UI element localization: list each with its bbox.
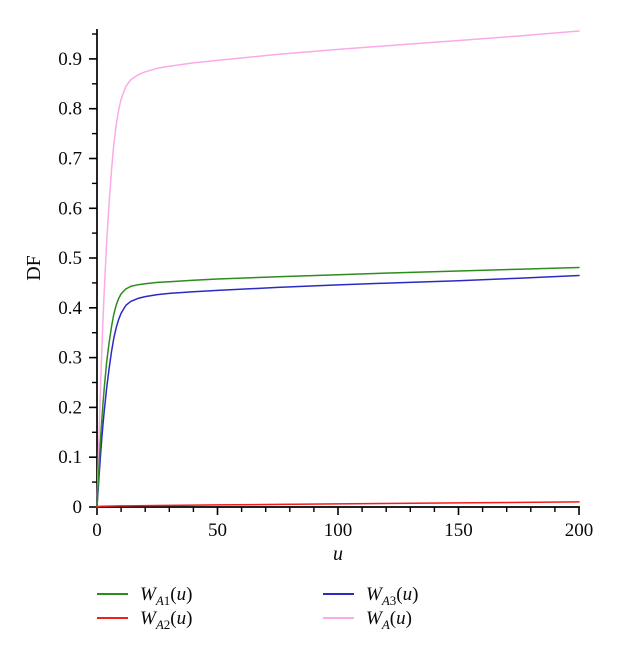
x-tick-label: 100: [324, 520, 353, 541]
legend-item-wa: WA(u): [323, 606, 418, 630]
legend-swatch-wa1: [97, 592, 128, 596]
legend-swatch-wa2: [97, 616, 128, 620]
y-tick-label: 0.9: [58, 49, 82, 70]
x-axis-label: u: [333, 543, 343, 565]
series-group: [96, 30, 580, 508]
y-tick-label: 0: [73, 497, 83, 518]
legend-label-wa2: WA2(u): [140, 607, 193, 632]
legend-column-1: WA1(u) WA2(u): [97, 582, 192, 630]
x-tick-label: 150: [444, 520, 473, 541]
legend-column-2: WA3(u) WA(u): [323, 582, 418, 630]
legend-label-wa: WA(u): [366, 607, 412, 632]
legend-item-wa1: WA1(u): [97, 582, 192, 606]
series-wa1u: [96, 266, 580, 508]
series-wa2u: [96, 501, 580, 508]
legend-label-wa3: WA3(u): [366, 583, 419, 608]
x-tick-label: 0: [92, 520, 102, 541]
axes: [89, 29, 580, 515]
x-tick-label: 50: [208, 520, 227, 541]
legend-swatch-wa3: [323, 592, 354, 596]
y-tick-label: 0.1: [58, 447, 82, 468]
legend-label-wa1: WA1(u): [140, 583, 193, 608]
legend-item-wa3: WA3(u): [323, 582, 418, 606]
y-tick-label: 0.4: [58, 298, 82, 319]
y-tick-label: 0.5: [58, 248, 82, 269]
legend-item-wa2: WA2(u): [97, 606, 192, 630]
y-tick-label: 0.7: [58, 149, 82, 170]
legend-swatch-wa: [323, 616, 354, 620]
legend: WA1(u) WA2(u) WA3(u) WA(u): [0, 582, 622, 642]
chart-canvas: 0 50 100 150 200 0 0.1 0.2 0.3 0.4 0.5 0.6 0.7 0.8 0.9…: [23, 29, 593, 565]
y-axis-label: DF: [23, 255, 45, 281]
y-tick-label: 0.8: [58, 99, 82, 120]
series-wa3u: [96, 274, 580, 508]
y-tick-label: 0.3: [58, 348, 82, 369]
x-tick-label: 200: [565, 520, 594, 541]
series-wau: [96, 30, 580, 508]
y-tick-label: 0.6: [58, 198, 82, 219]
axis-labels: 0 50 100 150 200 0 0.1 0.2 0.3 0.4 0.5 0.6 0.7 0.8 0.9…: [23, 49, 593, 565]
y-tick-label: 0.2: [58, 397, 82, 418]
